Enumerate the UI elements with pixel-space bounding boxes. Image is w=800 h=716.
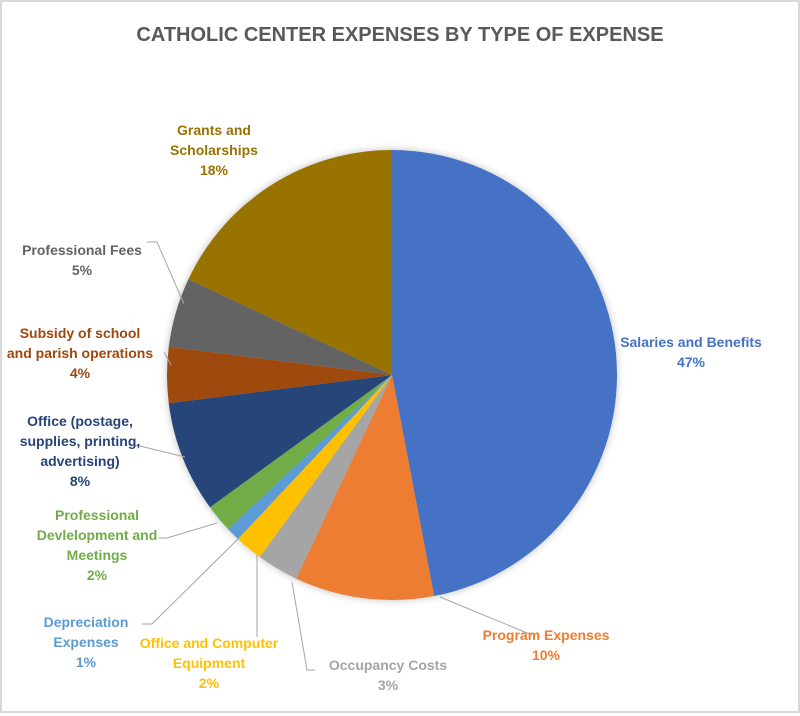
data-label-percent: 47% xyxy=(677,354,706,370)
data-label-name: Office (postage, xyxy=(27,413,133,429)
data-label-percent: 2% xyxy=(199,675,220,691)
data-label-name: and parish operations xyxy=(7,345,153,361)
data-label-name: advertising) xyxy=(40,453,119,469)
data-label-office-postage-supplies-printing-advertising: Office (postage, supplies, printing, adver… xyxy=(20,413,141,489)
data-label-name: Equipment xyxy=(173,655,246,671)
data-label-professional-devlelopment-and-meetings: Professional Devlelopment and Meetings 2% xyxy=(37,507,158,583)
data-label-depreciation-expenses: Depreciation Expenses 1% xyxy=(44,614,129,670)
data-label-name: Professional xyxy=(55,507,139,523)
data-label-subsidy-of-school-and-parish-operations: Subsidy of school and parish operations 4% xyxy=(7,325,153,381)
leader-lines xyxy=(135,241,533,671)
pie-slice-office-postage-supplies-printing-advertising xyxy=(168,375,392,508)
data-label-salaries-and-benefits: Salaries and Benefits 47% xyxy=(620,334,762,370)
leader-line-depreciation-expenses xyxy=(142,536,241,625)
data-label-name: Scholarships xyxy=(170,142,258,158)
data-label-professional-fees: Professional Fees 5% xyxy=(22,242,142,278)
pie-slice-professional-fees xyxy=(168,279,392,375)
pie-slice-professional-devlelopment-and-meetings xyxy=(209,375,392,530)
chart-title: CATHOLIC CENTER EXPENSES BY TYPE OF EXPE… xyxy=(136,24,663,46)
data-labels: Salaries and Benefits 47% Program Expenses… xyxy=(7,122,762,693)
data-label-office-and-computer-equipment: Office and Computer Equipment 2% xyxy=(140,635,279,691)
data-label-occupancy-costs: Occupancy Costs 3% xyxy=(329,657,447,693)
data-label-program-expenses: Program Expenses 10% xyxy=(483,627,610,663)
pie-slices xyxy=(167,150,618,601)
data-label-percent: 2% xyxy=(87,567,108,583)
data-label-name: Program Expenses xyxy=(483,627,610,643)
leader-line-professional-fees xyxy=(147,241,185,305)
data-label-percent: 5% xyxy=(72,262,93,278)
leader-line-office-postage-supplies-printing-advertising xyxy=(135,445,186,458)
data-label-name: Grants and xyxy=(177,122,251,138)
data-label-name: Devlelopment and xyxy=(37,527,158,543)
data-label-percent: 3% xyxy=(378,677,399,693)
pie-slice-occupancy-costs xyxy=(259,375,392,579)
data-label-percent: 18% xyxy=(200,162,229,178)
pie-slice-depreciation-expenses xyxy=(227,375,392,540)
leader-line-program-expenses xyxy=(439,596,533,636)
pie-slice-subsidy-of-school-and-parish-operations xyxy=(167,346,392,404)
leader-line-professional-devlelopment-and-meetings xyxy=(159,522,218,539)
data-label-name: Depreciation xyxy=(44,614,129,630)
data-label-percent: 8% xyxy=(70,473,91,489)
data-label-name: supplies, printing, xyxy=(20,433,141,449)
data-label-percent: 1% xyxy=(76,654,97,670)
pie-slice-salaries-and-benefits xyxy=(392,150,618,597)
leader-line-occupancy-costs xyxy=(291,581,315,671)
data-label-name: Salaries and Benefits xyxy=(620,334,762,350)
pie-slice-grants-and-scholarships xyxy=(188,150,392,375)
data-label-percent: 4% xyxy=(70,365,91,381)
data-label-name: Meetings xyxy=(67,547,128,563)
data-label-name: Occupancy Costs xyxy=(329,657,447,673)
data-label-name: Expenses xyxy=(53,634,119,650)
data-label-name: Subsidy of school xyxy=(20,325,141,341)
pie-slice-office-and-computer-equipment xyxy=(237,375,392,558)
data-label-grants-and-scholarships: Grants and Scholarships 18% xyxy=(170,122,258,178)
data-label-name: Professional Fees xyxy=(22,242,142,258)
leader-line-subsidy-of-school-and-parish-operations xyxy=(163,351,172,366)
pie-slice-program-expenses xyxy=(296,375,435,601)
data-label-percent: 10% xyxy=(532,647,561,663)
data-label-name: Office and Computer xyxy=(140,635,279,651)
